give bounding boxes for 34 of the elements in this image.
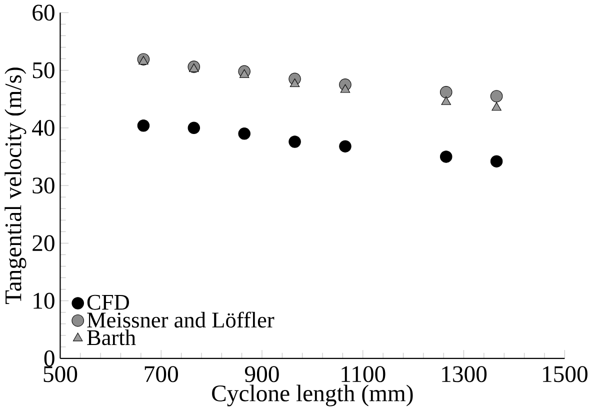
- point: [490, 90, 503, 102]
- y-tick-label: 20: [32, 235, 54, 252]
- x-tick-label: 900: [244, 366, 279, 382]
- x-tick-label: 1100: [342, 366, 386, 382]
- point: [238, 128, 250, 140]
- legend-label: CFD: [87, 294, 129, 310]
- y-axis-title: Tangential velocity (m/s): [4, 68, 26, 304]
- y-tick-label: 10: [34, 292, 54, 309]
- point: [288, 136, 301, 148]
- point: [138, 56, 148, 65]
- y-tick-label: 0: [44, 350, 54, 366]
- y-tick-label: 30: [32, 178, 54, 194]
- point: [137, 119, 150, 132]
- y-tick-label: 60: [32, 4, 54, 21]
- x-tick-label: 1500: [543, 366, 588, 382]
- point: [340, 84, 350, 93]
- point: [339, 140, 352, 153]
- point: [189, 64, 199, 72]
- point: [440, 86, 452, 98]
- x-axis-title: Cyclone length (mm): [212, 384, 413, 406]
- point: [290, 78, 300, 88]
- point: [239, 69, 250, 78]
- point: [490, 155, 503, 168]
- point: [441, 96, 451, 105]
- point: [440, 150, 452, 163]
- x-tick-label: 1300: [442, 366, 487, 382]
- legend-label: Barth: [87, 330, 136, 346]
- y-tick-label: 50: [32, 62, 54, 78]
- legend-label: Meissner and Löffler: [87, 312, 274, 328]
- point: [188, 122, 200, 134]
- point: [492, 102, 502, 111]
- x-tick-label: 500: [44, 366, 78, 382]
- x-tick-label: 700: [144, 366, 178, 382]
- y-tick-label: 40: [32, 120, 54, 136]
